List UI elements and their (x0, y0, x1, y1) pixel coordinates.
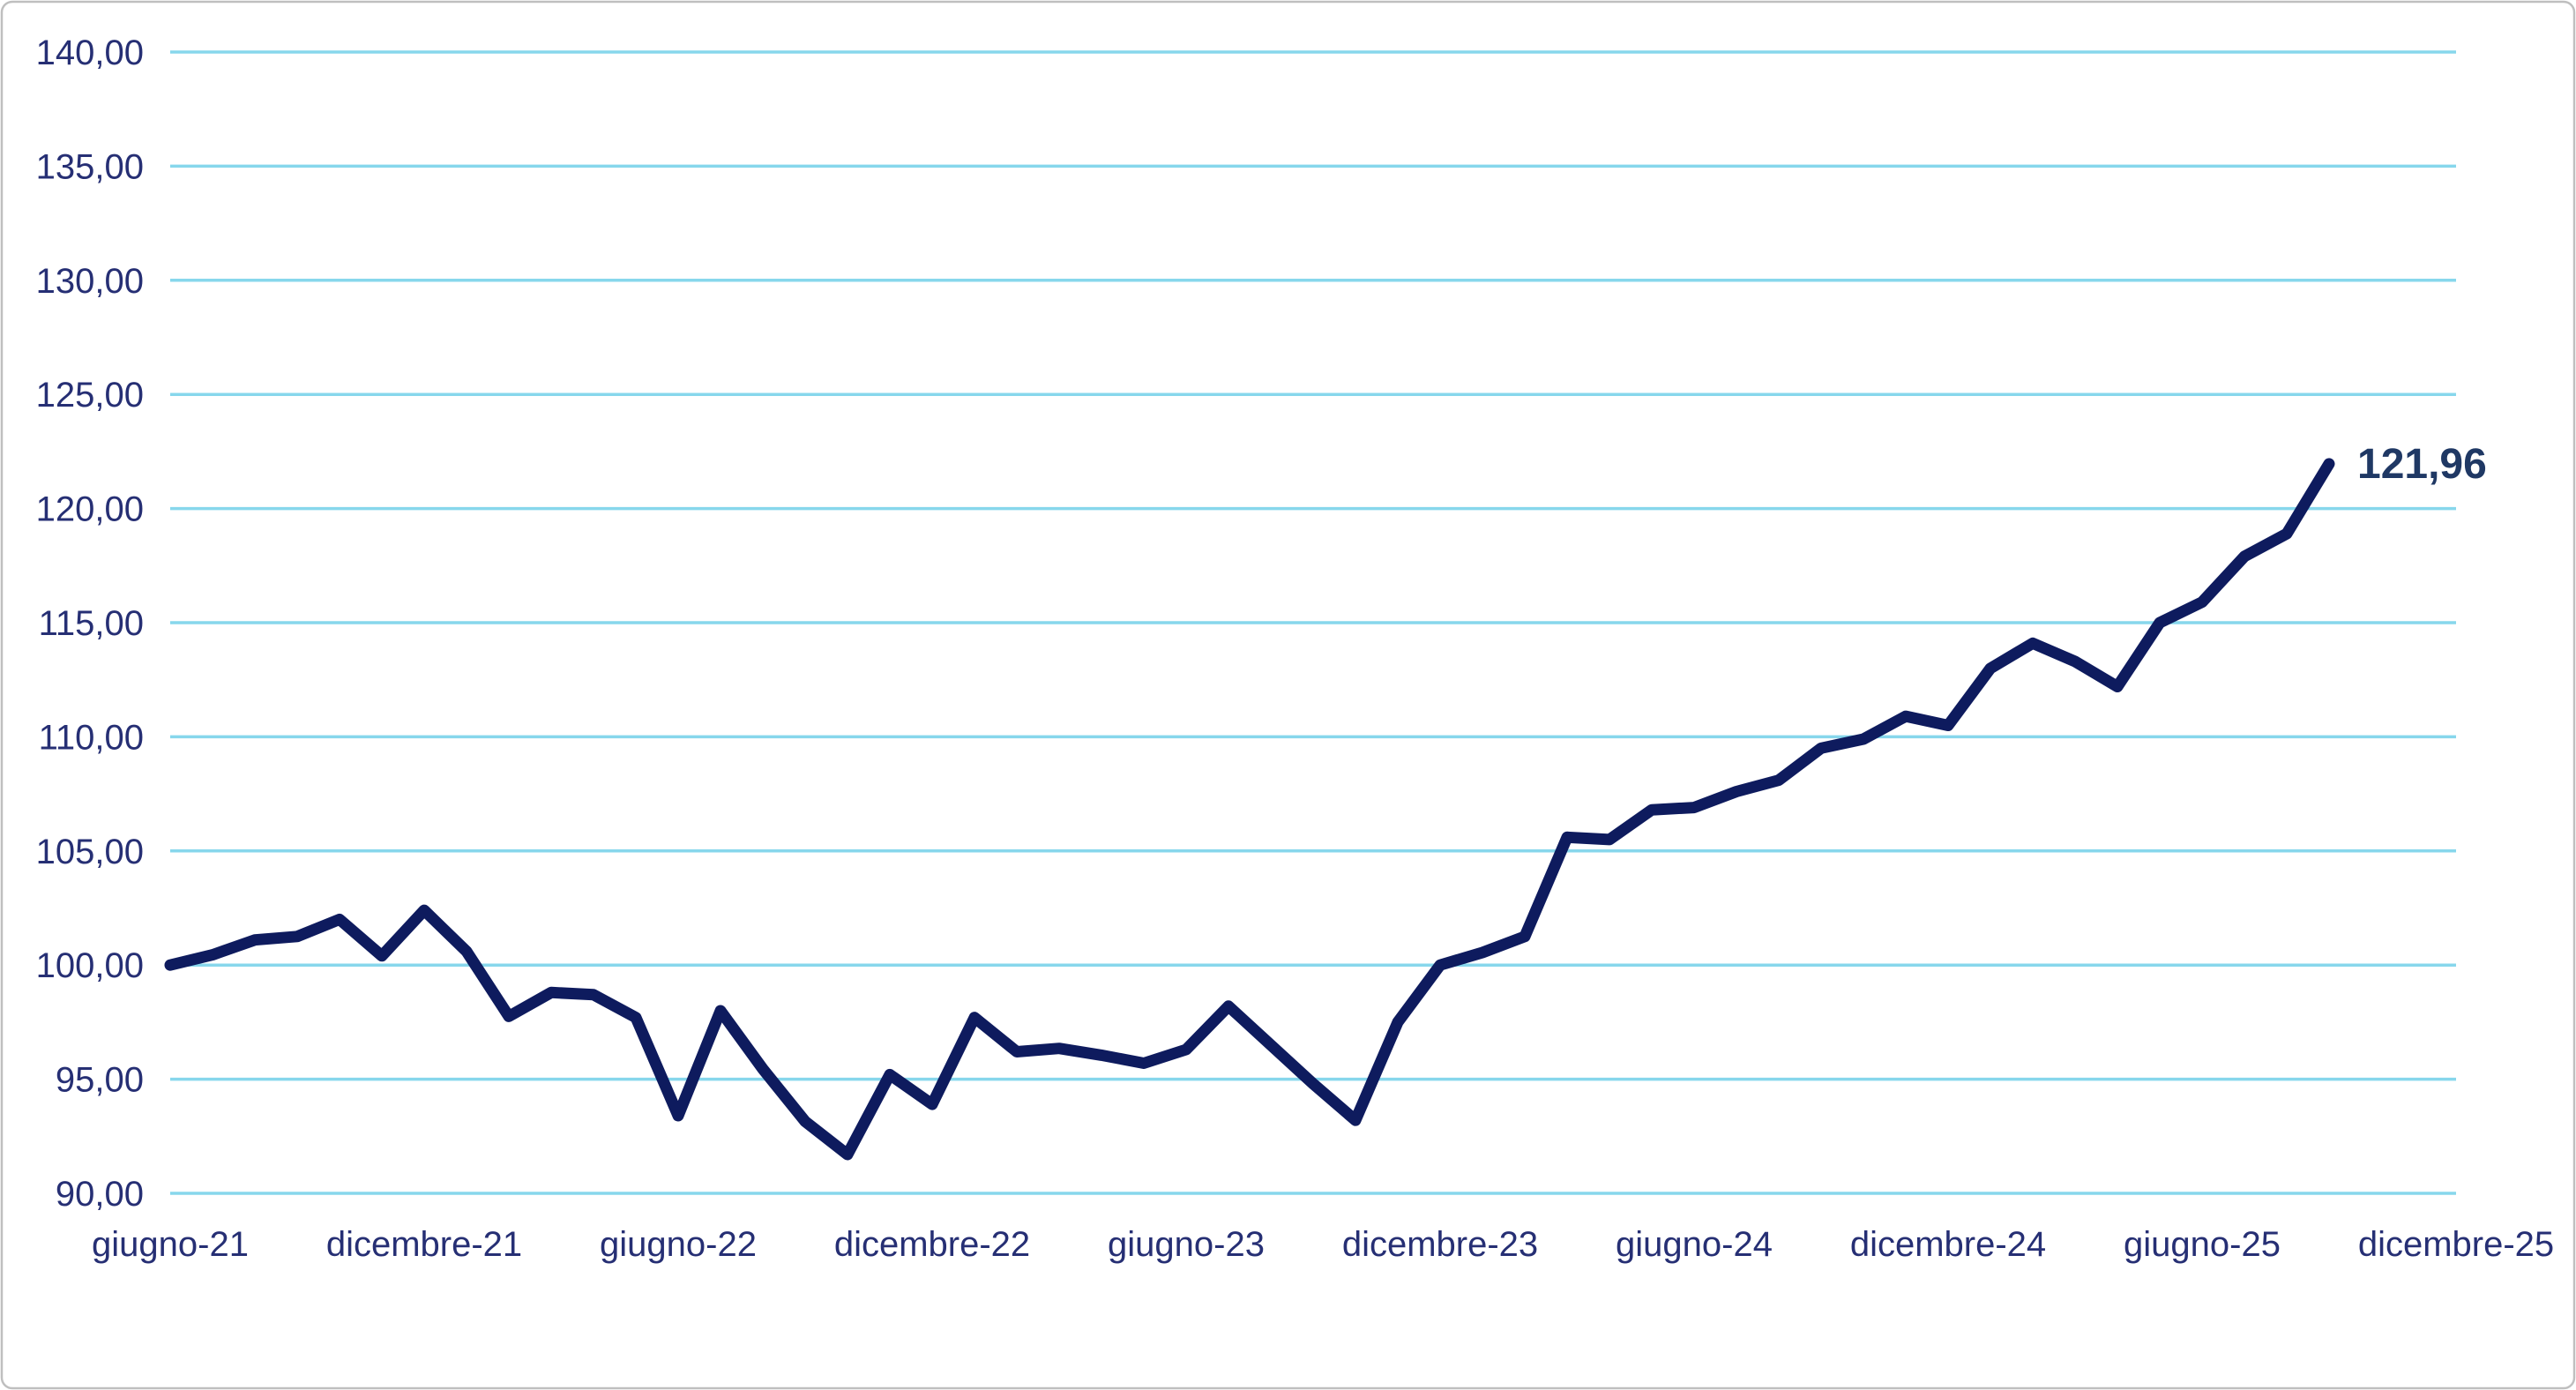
x-axis-tick-label: giugno-25 (2124, 1225, 2281, 1264)
series-group (164, 458, 2335, 1161)
data-label-group: 121,96 (2357, 441, 2487, 488)
x-axis-tick-label: giugno-22 (600, 1225, 757, 1264)
x-axis-tick-label: giugno-21 (92, 1225, 249, 1264)
gridlines-group (170, 50, 2456, 1195)
y-axis-tick-label: 125,00 (36, 376, 144, 415)
y-axis-tick-label: 110,00 (39, 718, 144, 757)
y-axis-tick-label: 140,00 (36, 34, 144, 72)
y-axis-labels-group: 140,00 135,00 130,00 125,00 120,00 115,00 110,… (36, 34, 144, 1214)
x-axis-tick-label: giugno-24 (1616, 1225, 1773, 1264)
y-axis-tick-label: 135,00 (36, 147, 144, 186)
y-axis-tick-label: 115,00 (39, 604, 144, 643)
x-axis-tick-label: giugno-23 (1108, 1225, 1265, 1264)
x-axis-tick-label: dicembre-23 (1342, 1225, 1538, 1264)
y-axis-tick-label: 90,00 (56, 1175, 144, 1214)
x-axis-tick-label: dicembre-21 (326, 1225, 522, 1264)
x-axis-tick-label: dicembre-22 (834, 1225, 1030, 1264)
y-axis-tick-label: 105,00 (36, 833, 144, 871)
y-axis-tick-label: 100,00 (36, 946, 144, 985)
y-axis-tick-label: 95,00 (56, 1061, 144, 1100)
x-axis-labels-group: giugno-21 dicembre-21 giugno-22 dicembre-22… (92, 1225, 2554, 1264)
x-axis-tick-label: dicembre-25 (2358, 1225, 2554, 1264)
y-axis-tick-label: 130,00 (36, 262, 144, 301)
last-value-label: 121,96 (2357, 441, 2487, 488)
y-axis-tick-label: 120,00 (36, 490, 144, 529)
x-axis-tick-label: dicembre-24 (1850, 1225, 2046, 1264)
index-series-line (164, 458, 2335, 1161)
